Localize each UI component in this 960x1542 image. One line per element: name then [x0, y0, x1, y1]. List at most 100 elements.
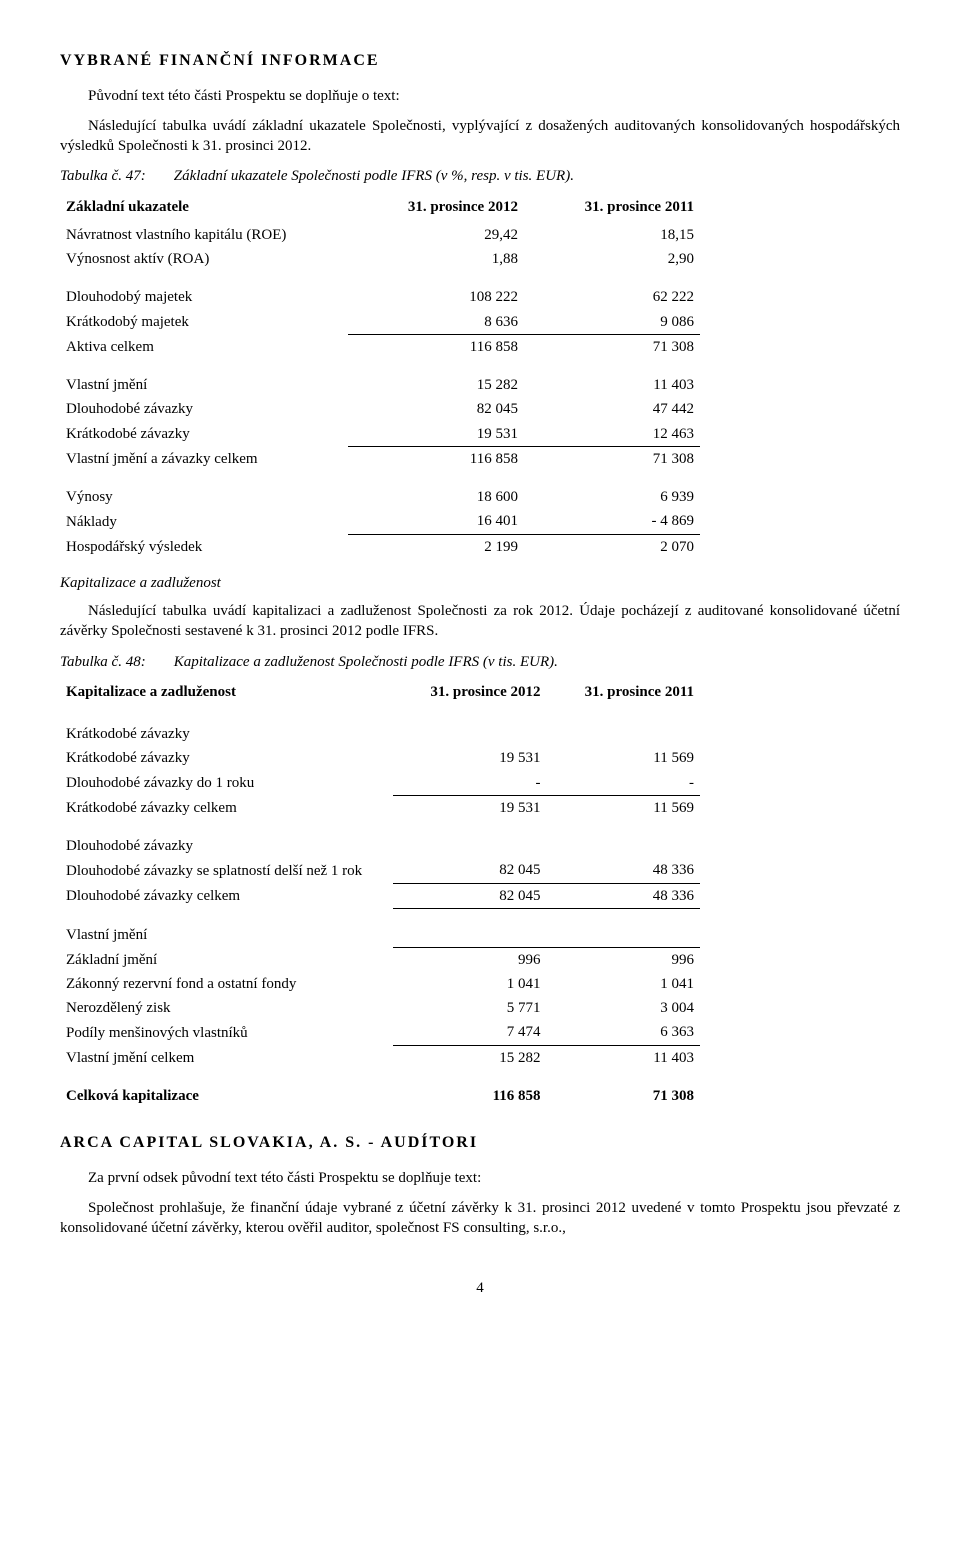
cell-2011: 71 308	[524, 334, 700, 359]
cell-2012: 82 045	[348, 397, 524, 421]
cell-2011: 12 463	[524, 422, 700, 447]
table-row: Dlouhodobé závazky celkem82 04548 336	[60, 883, 700, 908]
table-header-row: Kapitalizace a zadluženost 31. prosince …	[60, 680, 700, 708]
total-row: Celková kapitalizace 116 858 71 308	[60, 1084, 700, 1108]
row-label: Dlouhodobé závazky	[60, 397, 348, 421]
section-title-financial-info: VYBRANÉ FINANČNÍ INFORMACE	[60, 50, 900, 72]
col-2011: 31. prosince 2011	[547, 680, 700, 708]
cell-2011: 48 336	[547, 883, 700, 908]
table-row: Dlouhodobé závazky82 04547 442	[60, 397, 700, 421]
cell-2011: -	[547, 771, 700, 796]
table-row: Návratnost vlastního kapitálu (ROE)29,42…	[60, 223, 700, 247]
group-title: Vlastní jmění	[60, 923, 393, 947]
cell-2011: 9 086	[524, 310, 700, 335]
cell-2012: 19 531	[393, 795, 546, 820]
cell-2011: - 4 869	[524, 509, 700, 534]
caption-text: Kapitalizace a zadluženost Společnosti p…	[174, 654, 558, 670]
total-label: Celková kapitalizace	[60, 1084, 393, 1108]
table-row: Dlouhodobé závazky se splatností delší n…	[60, 858, 700, 883]
table-row: Základní jmění996996	[60, 947, 700, 972]
table-caption-48: Tabulka č. 48: Kapitalizace a zadluženos…	[60, 652, 900, 672]
row-label: Dlouhodobé závazky do 1 roku	[60, 771, 393, 796]
row-label: Krátkodobé závazky	[60, 422, 348, 447]
cell-2012: 19 531	[348, 422, 524, 447]
table-header-row: Základní ukazatele 31. prosince 2012 31.…	[60, 195, 700, 223]
total-2011: 71 308	[547, 1084, 700, 1108]
cell-2011: 11 569	[547, 746, 700, 770]
cell-2012: 996	[393, 947, 546, 972]
cell-2012: 16 401	[348, 509, 524, 534]
cell-2011: 47 442	[524, 397, 700, 421]
row-label: Základní jmění	[60, 947, 393, 972]
row-label: Zákonný rezervní fond a ostatní fondy	[60, 972, 393, 996]
cell-2012: 7 474	[393, 1020, 546, 1045]
cell-2011: 11 403	[547, 1045, 700, 1070]
row-label: Krátkodobý majetek	[60, 310, 348, 335]
cell-2012: -	[393, 771, 546, 796]
row-label: Nerozdělený zisk	[60, 996, 393, 1020]
cell-2012: 15 282	[348, 373, 524, 397]
row-label: Krátkodobé závazky	[60, 746, 393, 770]
cell-2012: 108 222	[348, 285, 524, 309]
table-row: Náklady16 401- 4 869	[60, 509, 700, 534]
row-label: Hospodářský výsledek	[60, 534, 348, 559]
table-row: Krátkodobé závazky19 53111 569	[60, 746, 700, 770]
col-label: Základní ukazatele	[60, 195, 348, 223]
table-capitalization: Kapitalizace a zadluženost 31. prosince …	[60, 680, 700, 1108]
cell-2011: 11 569	[547, 795, 700, 820]
group-title-row: Krátkodobé závazky	[60, 722, 700, 746]
table-row: Nerozdělený zisk5 7713 004	[60, 996, 700, 1020]
group-income: Výnosy18 6006 939Náklady16 401- 4 869Hos…	[60, 485, 700, 559]
cell-2012: 8 636	[348, 310, 524, 335]
row-label: Dlouhodobý majetek	[60, 285, 348, 309]
table-basic-indicators: Základní ukazatele 31. prosince 2012 31.…	[60, 195, 700, 559]
table-row: Zákonný rezervní fond a ostatní fondy1 0…	[60, 972, 700, 996]
cell-2011: 3 004	[547, 996, 700, 1020]
page-number: 4	[60, 1278, 900, 1298]
table-row: Dlouhodobé závazky do 1 roku--	[60, 771, 700, 796]
col-2012: 31. prosince 2012	[348, 195, 524, 223]
group-title-row: Dlouhodobé závazky	[60, 834, 700, 858]
table-row: Podíly menšinových vlastníků7 4746 363	[60, 1020, 700, 1045]
row-label: Dlouhodobé závazky celkem	[60, 883, 393, 908]
capitalization-paragraph: Následující tabulka uvádí kapitalizaci a…	[60, 601, 900, 642]
cell-2011: 11 403	[524, 373, 700, 397]
caption-text: Základní ukazatele Společnosti podle IFR…	[174, 168, 574, 184]
cell-2012: 1 041	[393, 972, 546, 996]
table-row: Krátkodobé závazky19 53112 463	[60, 422, 700, 447]
group-equity-liab: Vlastní jmění15 28211 403Dlouhodobé záva…	[60, 373, 700, 471]
cell-2012: 5 771	[393, 996, 546, 1020]
capitalization-subhead: Kapitalizace a zadluženost	[60, 573, 900, 593]
table-caption-47: Tabulka č. 47: Základní ukazatele Společ…	[60, 166, 900, 186]
cell-2012: 18 600	[348, 485, 524, 509]
group-equity: Základní jmění996996Zákonný rezervní fon…	[60, 947, 700, 1070]
caption-number: Tabulka č. 47:	[60, 166, 170, 186]
table-row: Vlastní jmění celkem15 28211 403	[60, 1045, 700, 1070]
row-label: Vlastní jmění celkem	[60, 1045, 393, 1070]
row-label: Náklady	[60, 509, 348, 534]
group-long-liab: Dlouhodobé závazky se splatností delší n…	[60, 858, 700, 908]
cell-2012: 116 858	[348, 334, 524, 359]
row-label: Krátkodobé závazky celkem	[60, 795, 393, 820]
cell-2012: 15 282	[393, 1045, 546, 1070]
cell-2012: 82 045	[393, 883, 546, 908]
cell-2011: 6 939	[524, 485, 700, 509]
table-row: Krátkodobé závazky celkem19 53111 569	[60, 795, 700, 820]
table-row: Vlastní jmění a závazky celkem116 85871 …	[60, 446, 700, 471]
intro-paragraph: Původní text této části Prospektu se dop…	[60, 86, 900, 106]
row-label: Výnosnost aktív (ROA)	[60, 247, 348, 271]
total-2012: 116 858	[393, 1084, 546, 1108]
row-label: Vlastní jmění	[60, 373, 348, 397]
group-title-row: Vlastní jmění	[60, 923, 700, 947]
cell-2011: 6 363	[547, 1020, 700, 1045]
col-2011: 31. prosince 2011	[524, 195, 700, 223]
table-row: Dlouhodobý majetek108 22262 222	[60, 285, 700, 309]
table-row: Výnosy18 6006 939	[60, 485, 700, 509]
caption-number: Tabulka č. 48:	[60, 652, 170, 672]
row-label: Dlouhodobé závazky se splatností delší n…	[60, 858, 393, 883]
cell-2012: 1,88	[348, 247, 524, 271]
cell-2011: 2 070	[524, 534, 700, 559]
row-label: Výnosy	[60, 485, 348, 509]
table-row: Vlastní jmění15 28211 403	[60, 373, 700, 397]
section-title-auditors: ARCA CAPITAL SLOVAKIA, A. S. - AUDÍTORI	[60, 1132, 900, 1154]
